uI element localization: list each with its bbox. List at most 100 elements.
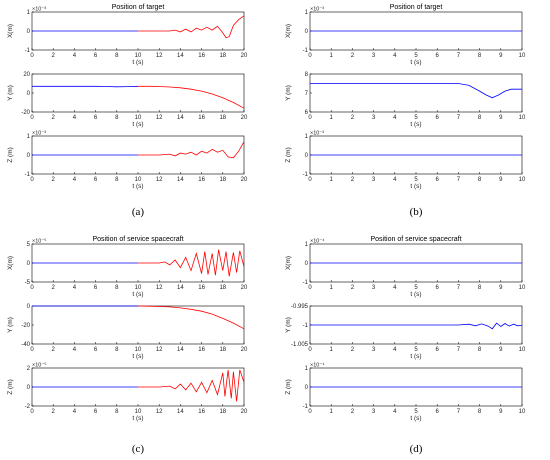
x-tick-label: 6 <box>436 409 440 415</box>
x-axis-label: t (s) <box>410 291 421 298</box>
y-tick-label: 0 <box>305 29 309 35</box>
x-tick-label: 1 <box>330 347 334 353</box>
axes-box <box>309 73 523 113</box>
y-axis-label: X(m) <box>7 256 14 270</box>
x-axis-label: t (s) <box>132 59 143 66</box>
x-tick-label: 16 <box>198 409 205 415</box>
subplot-y: 0 1 2 3 4 5 6 7 8 9 10 8 7 6 t (s) Y (m) <box>285 72 526 128</box>
x-tick-label: 9 <box>499 409 503 415</box>
x-tick-label: 2 <box>52 285 56 291</box>
x-tick-label: 2 <box>52 177 56 183</box>
x-tick-label: 6 <box>94 409 98 415</box>
x-tick-label: 20 <box>241 409 248 415</box>
subplot-y: 0 1 2 3 4 5 6 7 8 9 10 -0.995 -1 -1.005 t (s) Y (m) <box>285 304 526 360</box>
x-tick-label: 1 <box>330 177 334 183</box>
x-tick-label: 2 <box>52 53 56 59</box>
x-tick-label: 1 <box>330 285 334 291</box>
x-tick-label: 2 <box>351 285 355 291</box>
x-tick-label: 2 <box>351 409 355 415</box>
x-tick-label: 8 <box>478 177 482 183</box>
x-tick-label: 10 <box>519 177 526 183</box>
y-tick-label: 0 <box>27 29 31 35</box>
y-tick-label: 0 <box>27 261 31 267</box>
y-tick-label: 0 <box>305 153 309 159</box>
x-tick-label: 10 <box>519 285 526 291</box>
y-tick-label: 0 <box>305 261 309 267</box>
x-tick-label: 3 <box>372 409 376 415</box>
y-axis-label: Y (m) <box>285 85 292 101</box>
x-tick-label: 18 <box>219 347 226 353</box>
panel-c: Position of service spacecraft 0 2 4 6 8 10 12 1… <box>7 236 248 455</box>
x-tick-label: 0 <box>30 409 34 415</box>
x-tick-label: 10 <box>519 347 526 353</box>
x-tick-label: 4 <box>393 347 397 353</box>
x-tick-label: 7 <box>457 409 461 415</box>
x-tick-label: 2 <box>351 115 355 121</box>
x-tick-label: 0 <box>308 53 312 59</box>
x-tick-label: 0 <box>308 409 312 415</box>
y-axis-label: Y (m) <box>7 85 14 101</box>
x-tick-label: 6 <box>436 177 440 183</box>
x-tick-label: 0 <box>308 347 312 353</box>
y-tick-label: -1 <box>303 280 309 286</box>
x-tick-label: 18 <box>219 177 226 183</box>
x-tick-label: 5 <box>414 53 418 59</box>
y-axis-label: Z (m) <box>7 147 14 163</box>
y-tick-label: 0 <box>305 385 309 391</box>
x-tick-label: 3 <box>372 115 376 121</box>
y-tick-label: 5 <box>27 242 31 248</box>
panel-d: Position of service spacecraft 0 1 2 3 4 5 6 7 8 9… <box>285 236 526 455</box>
x-tick-label: 14 <box>177 285 184 291</box>
x-tick-label: 8 <box>478 53 482 59</box>
x-tick-label: 12 <box>156 285 163 291</box>
x-tick-label: 0 <box>30 53 34 59</box>
x-tick-label: 4 <box>393 53 397 59</box>
x-tick-label: 5 <box>414 177 418 183</box>
x-tick-label: 7 <box>457 347 461 353</box>
axes-box <box>31 73 245 113</box>
x-axis-label: t (s) <box>410 353 421 360</box>
y-tick-label: -2 <box>25 404 31 410</box>
x-axis-label: t (s) <box>132 183 143 190</box>
y-tick-label: -1 <box>303 323 309 329</box>
y-tick-label: 0 <box>27 385 31 391</box>
y-exponent-label: ×10⁻³ <box>310 7 324 13</box>
y-axis-label: X(m) <box>7 24 14 38</box>
y-tick-label: 1 <box>305 10 309 16</box>
x-tick-label: 10 <box>135 115 142 121</box>
x-tick-label: 4 <box>73 177 77 183</box>
x-tick-label: 10 <box>135 347 142 353</box>
panel-title: Position of target <box>112 4 165 11</box>
x-tick-label: 4 <box>73 285 77 291</box>
y-exponent-label: ×10⁻⁵ <box>32 238 47 245</box>
y-axis-label: Z (m) <box>285 147 292 163</box>
x-tick-label: 20 <box>241 285 248 291</box>
x-tick-label: 6 <box>94 347 98 353</box>
y-tick-label: -1 <box>25 172 31 178</box>
series-line <box>310 322 523 330</box>
x-tick-label: 3 <box>372 53 376 59</box>
x-tick-label: 2 <box>52 347 56 353</box>
x-tick-label: 20 <box>241 347 248 353</box>
y-tick-label: 1 <box>305 242 309 248</box>
x-tick-label: 8 <box>478 115 482 121</box>
x-tick-label: 14 <box>177 177 184 183</box>
y-axis-label: X(m) <box>285 256 292 270</box>
x-tick-label: 5 <box>414 347 418 353</box>
y-tick-label: -5 <box>25 280 31 286</box>
x-tick-label: 6 <box>94 53 98 59</box>
y-axis-label: Y (m) <box>7 317 14 333</box>
x-tick-label: 16 <box>198 53 205 59</box>
x-axis-label: t (s) <box>132 121 143 128</box>
panel-title: Position of service spacecraft <box>92 236 183 243</box>
x-tick-label: 9 <box>499 115 503 121</box>
panel-title: Position of service spacecraft <box>370 236 461 243</box>
y-tick-label: 1 <box>27 10 31 16</box>
x-tick-label: 6 <box>436 53 440 59</box>
x-tick-label: 3 <box>372 177 376 183</box>
x-tick-label: 4 <box>393 115 397 121</box>
series-line <box>138 141 245 159</box>
x-tick-label: 18 <box>219 115 226 121</box>
